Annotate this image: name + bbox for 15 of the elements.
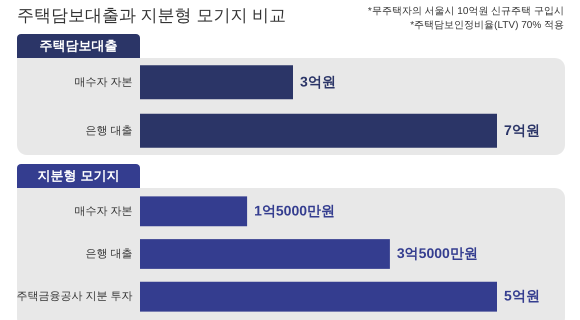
y-tick-label: 매수자 자본 xyxy=(74,205,132,218)
text: *주택담보인정비율(LTV) 70% 적용 xyxy=(409,19,564,33)
chart-subtitle: 지분형 모기지 xyxy=(17,164,140,188)
chart-subtitle: 주택담보대출 xyxy=(17,34,140,58)
data-label: 7억원 xyxy=(504,122,540,138)
data-label: 1억5000만원 xyxy=(254,202,336,218)
text: *무주택자의 서울시 10억원 신규주택 구입시 xyxy=(368,5,564,19)
y-tick-label: 매수자 자본 xyxy=(74,76,132,88)
data-label: 3억원 xyxy=(300,73,336,90)
y-tick-label: 주택금융공사 지분 투자 xyxy=(16,290,132,303)
y-tick-label: 은행 대출 xyxy=(85,248,132,260)
chart-title: 주택담보대출과 지분형 모기지 비교 xyxy=(17,5,286,27)
y-tick-label: 은행 대출 xyxy=(85,124,132,137)
data-label: 5억원 xyxy=(504,288,540,304)
data-label: 3억5000만원 xyxy=(396,245,478,261)
